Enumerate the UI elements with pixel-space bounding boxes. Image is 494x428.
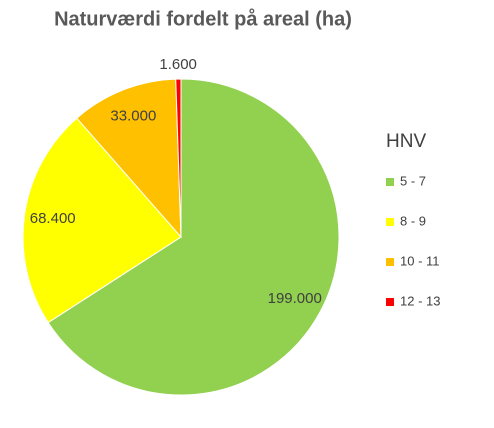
chart-title: Naturværdi fordelt på areal (ha) (54, 7, 352, 30)
legend-label: 12 - 13 (400, 293, 440, 308)
pie-slice (175, 78, 182, 238)
data-label: 33.000 (110, 107, 156, 124)
data-label: 199.000 (268, 290, 322, 307)
pie-slice (22, 117, 182, 324)
pie-slice (76, 78, 182, 239)
legend-swatch (386, 218, 394, 226)
data-label: 68.400 (30, 210, 76, 227)
data-label: 1.600 (159, 56, 197, 73)
legend-label: 8 - 9 (400, 213, 426, 228)
legend-swatch (386, 258, 394, 266)
legend-swatch (386, 298, 394, 306)
legend-label: 10 - 11 (400, 253, 440, 268)
legend-swatch (386, 178, 394, 186)
pie-slice (47, 78, 340, 396)
legend-title: HNV (386, 131, 426, 152)
legend-label: 5 - 7 (400, 173, 426, 188)
